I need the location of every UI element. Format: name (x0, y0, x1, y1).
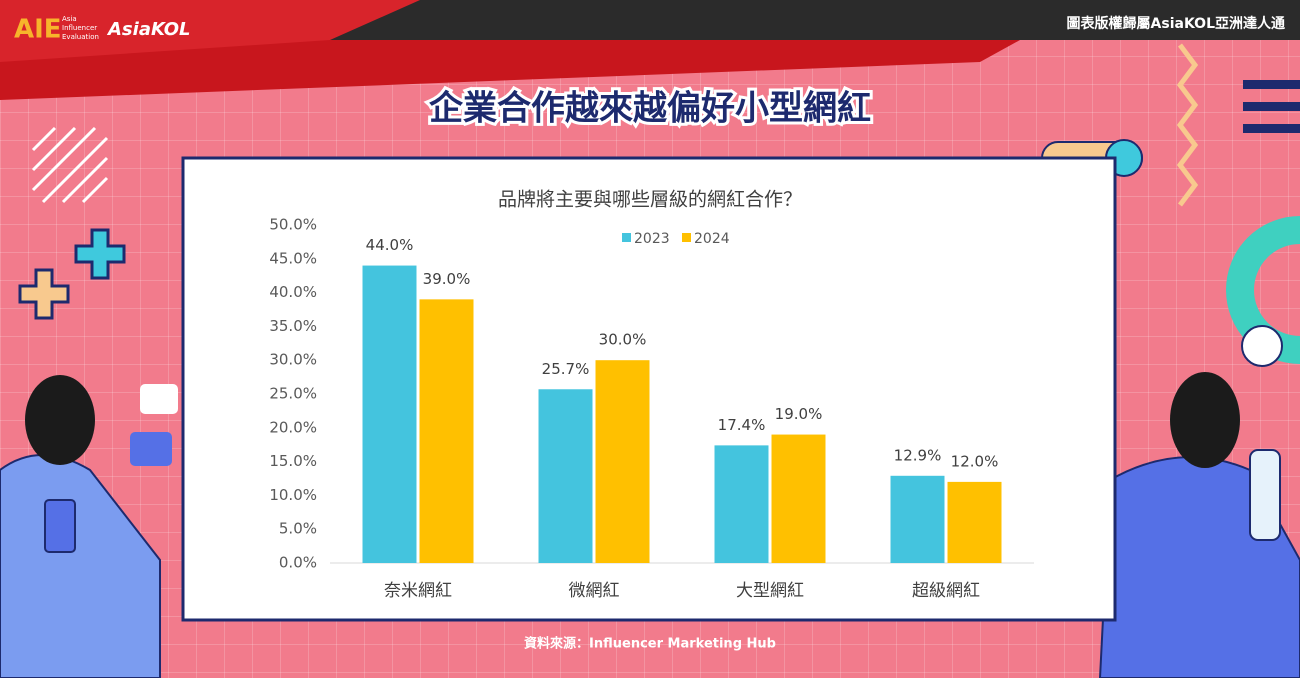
value-label: 30.0% (599, 331, 647, 349)
logo-sub: Asia (62, 15, 77, 23)
value-label: 12.9% (894, 446, 942, 464)
value-label: 12.0% (951, 452, 999, 470)
y-tick-label: 25.0% (269, 385, 317, 403)
red-band (0, 40, 1020, 100)
brand: AsiaKOL (106, 19, 191, 40)
value-label: 39.0% (423, 270, 471, 288)
bar (947, 481, 1002, 563)
y-tick-label: 5.0% (279, 520, 317, 538)
bar (890, 475, 945, 563)
copyright: 圖表版權歸屬AsiaKOL亞洲達人通 (1067, 15, 1285, 32)
legend-label: 2023 (634, 231, 670, 247)
legend-label: 2024 (694, 231, 730, 247)
main-title: 企業合作越來越偏好小型網紅 (429, 89, 871, 129)
y-tick-label: 10.0% (269, 486, 317, 504)
logo-sub: Influencer (62, 24, 97, 32)
y-tick-label: 35.0% (269, 317, 317, 335)
bar (538, 389, 593, 563)
legend-swatch (622, 233, 631, 242)
value-label: 17.4% (718, 416, 766, 434)
bar (362, 265, 417, 563)
bar (714, 445, 769, 563)
y-tick-label: 15.0% (269, 452, 317, 470)
logo-sub: Evaluation (62, 33, 99, 41)
x-tick-label: 超級網紅 (912, 581, 980, 601)
y-tick-label: 30.0% (269, 351, 317, 369)
logo: AIE (14, 15, 62, 45)
legend-swatch (682, 233, 691, 242)
bar (771, 434, 826, 563)
plot: 0.0% 5.0% 10.0% 15.0% 20.0% 25.0% 30.0% 35.0% 40… (269, 216, 1034, 601)
y-tick-label: 50.0% (269, 216, 317, 234)
chart-title: 品牌將主要與哪些層級的網紅合作？ (498, 189, 802, 211)
bar (595, 360, 650, 563)
value-label: 19.0% (775, 405, 823, 423)
y-tick-label: 40.0% (269, 283, 317, 301)
x-tick-label: 大型網紅 (736, 581, 804, 601)
y-tick-label: 0.0% (279, 554, 317, 572)
value-label: 44.0% (366, 236, 414, 254)
bar (419, 299, 474, 563)
y-tick-label: 20.0% (269, 418, 317, 436)
red-band-2 (0, 0, 420, 62)
x-tick-label: 奈米網紅 (384, 581, 452, 601)
value-label: 25.7% (542, 360, 590, 378)
y-tick-label: 45.0% (269, 249, 317, 267)
x-tick-label: 微網紅 (569, 581, 620, 601)
source: 資料來源：Influencer Marketing Hub (524, 636, 776, 652)
